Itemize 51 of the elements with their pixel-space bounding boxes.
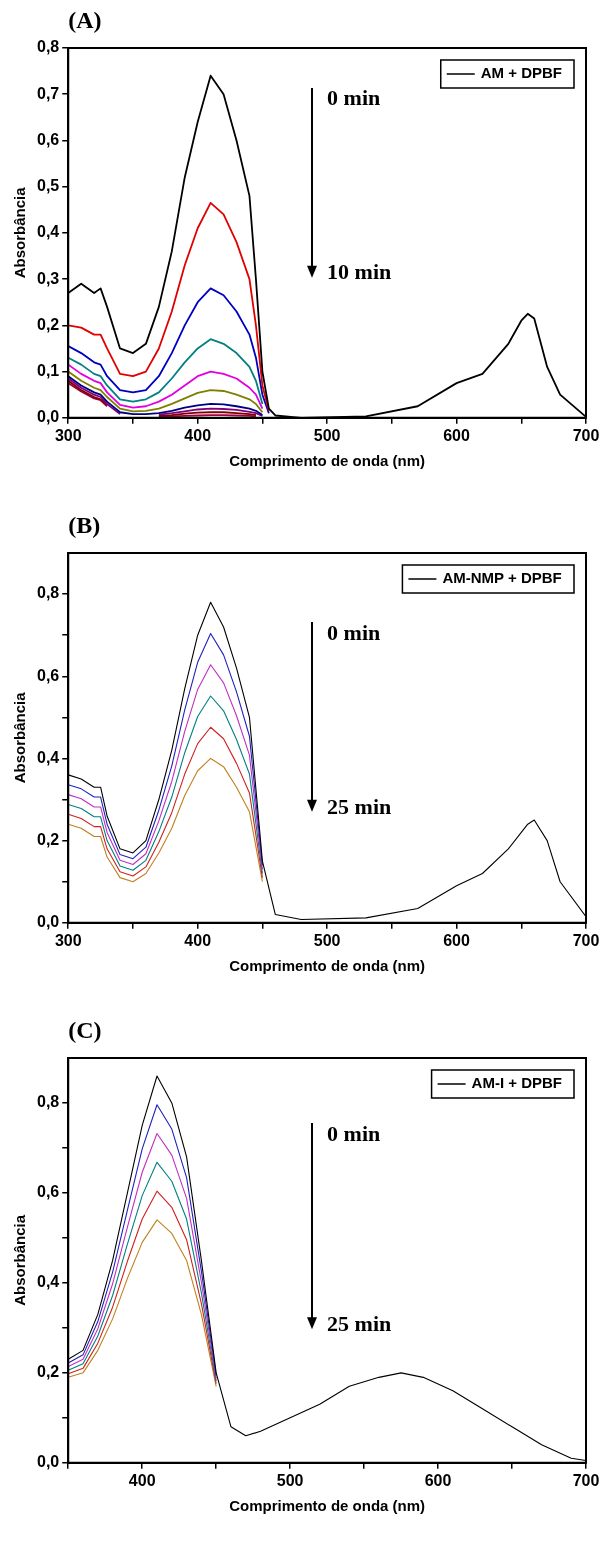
y-tick-label: 0,0 (36, 408, 60, 426)
y-tick-label: 0,2 (36, 831, 60, 849)
annotation: 0 min (327, 85, 381, 111)
y-tick-label: 0,6 (36, 666, 60, 684)
y-tick-label: 0,4 (36, 748, 60, 766)
x-tick-label: 700 (572, 931, 600, 949)
x-axis-title: Comprimento de onda (nm) (229, 452, 426, 470)
legend-label: AM-NMP + DPBF (442, 569, 562, 587)
annotation: 0 min (327, 1120, 381, 1146)
y-tick-label: 0,2 (36, 315, 60, 333)
y-tick-label: 0,6 (36, 1183, 60, 1201)
y-tick-label: 0,3 (36, 269, 60, 287)
x-tick-label: 600 (443, 426, 471, 444)
x-tick-label: 500 (313, 426, 341, 444)
x-tick-label: 400 (184, 426, 212, 444)
chart-title: (A) (68, 7, 102, 34)
y-tick-label: 0,8 (36, 38, 60, 56)
x-tick-label: 600 (424, 1471, 452, 1489)
x-tick-label: 700 (572, 1471, 600, 1489)
y-tick-label: 0,8 (36, 584, 60, 602)
y-tick-label: 0,0 (36, 913, 60, 931)
y-tick-label: 0,4 (36, 1273, 60, 1291)
y-tick-label: 0,1 (36, 361, 60, 379)
x-tick-label: 500 (313, 931, 341, 949)
x-tick-label: 300 (54, 426, 82, 444)
annotation: 25 min (327, 1310, 392, 1336)
y-tick-label: 0,4 (36, 223, 60, 241)
x-tick-label: 700 (572, 426, 600, 444)
chart-title: (B) (68, 512, 101, 539)
y-tick-label: 0,5 (36, 177, 60, 195)
y-axis-title: Absorbância (11, 1214, 29, 1306)
y-tick-label: 0,7 (36, 84, 60, 102)
y-tick-label: 0,0 (36, 1453, 60, 1471)
y-tick-label: 0,8 (36, 1093, 60, 1111)
chart-title: (C) (68, 1017, 102, 1044)
x-tick-label: 500 (276, 1471, 304, 1489)
x-tick-label: 600 (443, 931, 471, 949)
x-tick-label: 400 (184, 931, 212, 949)
legend-label: AM-I + DPBF (471, 1074, 562, 1092)
annotation: 10 min (327, 259, 392, 285)
y-tick-label: 0,2 (36, 1363, 60, 1381)
y-axis-title: Absorbância (11, 186, 29, 279)
x-tick-label: 300 (54, 931, 82, 949)
y-tick-label: 0,6 (36, 130, 60, 148)
y-axis-title: Absorbância (11, 691, 29, 784)
annotation: 0 min (327, 620, 381, 646)
legend-label: AM + DPBF (480, 64, 563, 82)
x-tick-label: 400 (128, 1471, 156, 1489)
x-axis-title: Comprimento de onda (nm) (229, 1497, 426, 1515)
annotation: 25 min (327, 793, 392, 819)
x-axis-title: Comprimento de onda (nm) (229, 957, 426, 975)
